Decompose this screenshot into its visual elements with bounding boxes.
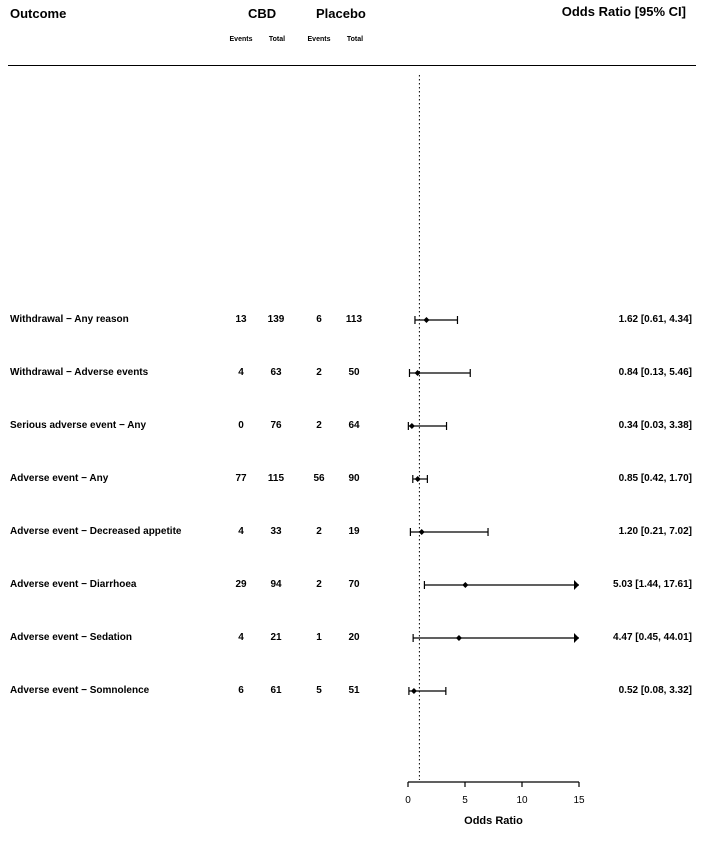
x-tick-label: 15 xyxy=(569,795,589,806)
ci-arrow-right-icon xyxy=(574,580,579,590)
point-marker-icon xyxy=(411,688,417,694)
point-marker-icon xyxy=(423,317,429,323)
point-marker-icon xyxy=(462,582,468,588)
x-tick-label: 0 xyxy=(398,795,418,806)
point-marker-icon xyxy=(415,476,421,482)
point-marker-icon xyxy=(456,635,462,641)
x-axis-label: Odds Ratio xyxy=(454,815,534,827)
x-tick-label: 5 xyxy=(455,795,475,806)
point-marker-icon xyxy=(409,423,415,429)
forest-plot-svg xyxy=(0,0,704,868)
forest-plot-page: Outcome CBD Placebo Odds Ratio [95% CI] … xyxy=(0,0,704,868)
ci-arrow-right-icon xyxy=(574,633,579,643)
x-tick-label: 10 xyxy=(512,795,532,806)
point-marker-icon xyxy=(419,529,425,535)
